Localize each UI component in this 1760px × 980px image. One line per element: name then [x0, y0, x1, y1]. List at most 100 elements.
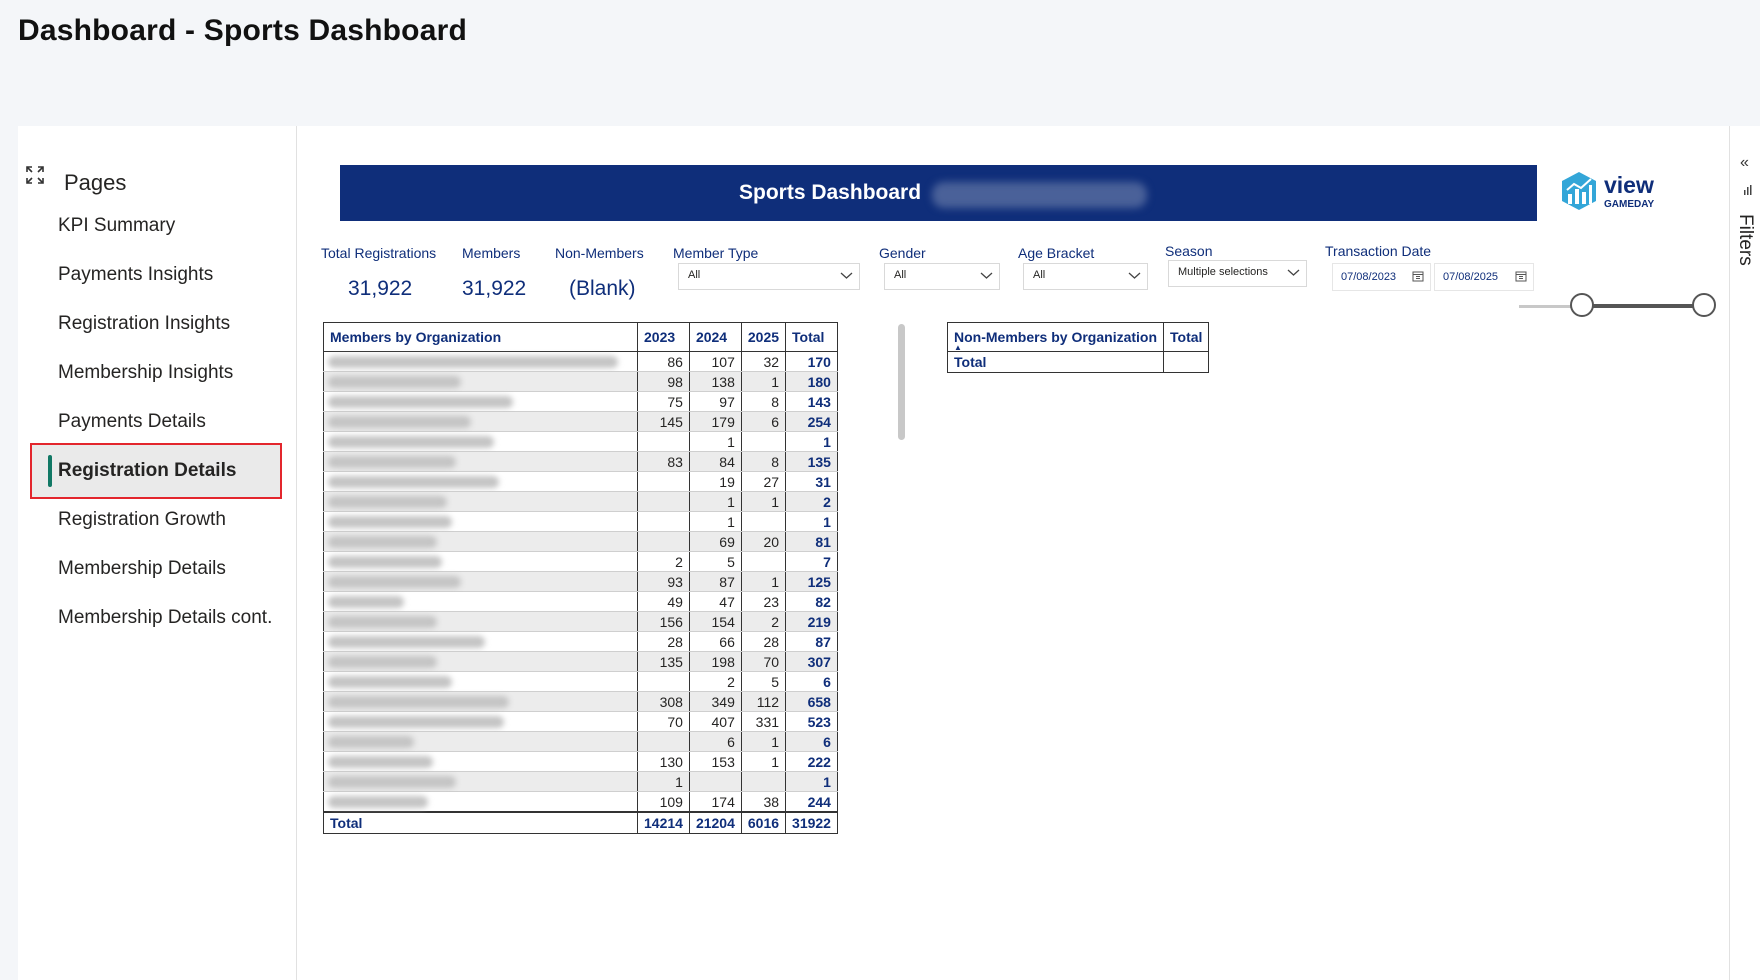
- table-row[interactable]: 130 153 1 222: [323, 751, 838, 772]
- redacted-organization-name: [328, 456, 457, 468]
- column-header-2024[interactable]: 2024: [688, 322, 742, 352]
- kpi-total-registrations-value: 31,922: [348, 277, 413, 300]
- cell-2025: 1: [740, 371, 787, 392]
- table-row[interactable]: 83 84 8 135: [323, 451, 838, 472]
- cell-total: 31: [785, 471, 838, 492]
- table-row[interactable]: 109 174 38 244: [323, 791, 838, 813]
- table-row[interactable]: 135 198 70 307: [323, 651, 838, 672]
- member-type-dropdown[interactable]: All: [678, 263, 860, 290]
- cell-2023: [637, 731, 690, 752]
- sidebar-item-payments-insights[interactable]: Payments Insights: [58, 264, 214, 285]
- table-row[interactable]: 19 27 31: [323, 471, 838, 492]
- cell-2024: 174: [688, 791, 742, 813]
- sidebar-item-payments-details[interactable]: Payments Details: [58, 411, 206, 432]
- column-header-2025[interactable]: 2025: [740, 322, 787, 352]
- cell-2024: 19: [688, 471, 742, 492]
- expand-icon[interactable]: [24, 164, 46, 186]
- cell-2024: [688, 771, 742, 792]
- column-header-non-members-total[interactable]: Total: [1163, 322, 1210, 352]
- table-row[interactable]: 28 66 28 87: [323, 631, 838, 652]
- redacted-organization-name: [328, 476, 499, 488]
- table-row[interactable]: 49 47 23 82: [323, 591, 838, 612]
- table-row[interactable]: 70 407 331 523: [323, 711, 838, 732]
- table-row[interactable]: 156 154 2 219: [323, 611, 838, 632]
- redacted-organization-name: [328, 356, 618, 368]
- cell-2023: 98: [637, 371, 690, 392]
- sidebar-item-registration-insights[interactable]: Registration Insights: [58, 313, 231, 334]
- table-row[interactable]: 98 138 1 180: [323, 371, 838, 392]
- cell-total: 222: [785, 751, 838, 772]
- sidebar-item-membership-details[interactable]: Membership Details: [58, 558, 226, 579]
- table-row[interactable]: 308 349 112 658: [323, 691, 838, 712]
- cell-2025: 27: [740, 471, 787, 492]
- cell-2025: 112: [740, 691, 787, 712]
- column-header-2023[interactable]: 2023: [637, 322, 690, 352]
- cell-2025: 1: [740, 731, 787, 752]
- column-header-total[interactable]: Total: [785, 322, 838, 352]
- organization-cell: [323, 431, 638, 452]
- collapse-icon[interactable]: «: [1740, 154, 1749, 171]
- column-header-organization[interactable]: Members by Organization: [323, 322, 638, 352]
- calendar-icon[interactable]: [1515, 270, 1527, 282]
- cell-total: 244: [785, 791, 838, 813]
- organization-cell: [323, 611, 638, 632]
- table-row[interactable]: 69 20 81: [323, 531, 838, 552]
- cell-2024: 138: [688, 371, 742, 392]
- kpi-members-label: Members: [462, 245, 521, 261]
- non-members-total-row: Total: [946, 351, 1210, 373]
- cell-2024: 107: [688, 351, 742, 372]
- cell-total: 87: [785, 631, 838, 652]
- column-header-non-members-organization[interactable]: Non-Members by Organization ▲: [946, 322, 1165, 352]
- cell-2023: [637, 511, 690, 532]
- cell-total: 143: [785, 391, 838, 412]
- sidebar-item-registration-details[interactable]: Registration Details: [30, 443, 282, 499]
- end-date-input[interactable]: 07/08/2025: [1434, 263, 1534, 291]
- table-scrollbar[interactable]: [898, 324, 905, 440]
- sidebar-item-membership-details-cont[interactable]: Membership Details cont.: [58, 607, 273, 628]
- sidebar-item-membership-insights[interactable]: Membership Insights: [58, 362, 234, 383]
- organization-cell: [323, 771, 638, 792]
- organization-cell: [323, 631, 638, 652]
- cell-total: 7: [785, 551, 838, 572]
- table-row[interactable]: 93 87 1 125: [323, 571, 838, 592]
- cell-2023: 1: [637, 771, 690, 792]
- age-bracket-dropdown[interactable]: All: [1023, 263, 1148, 290]
- table-row[interactable]: 145 179 6 254: [323, 411, 838, 432]
- gender-dropdown[interactable]: All: [884, 263, 1000, 290]
- date-slider-start-handle[interactable]: [1570, 293, 1594, 317]
- cell-2023: [637, 491, 690, 512]
- season-dropdown[interactable]: Multiple selections: [1168, 260, 1307, 287]
- cell-2025: [740, 431, 787, 452]
- calendar-icon[interactable]: [1412, 270, 1424, 282]
- redacted-organization-name: [328, 616, 438, 628]
- members-table-body: 86 107 32 170 98 138 1 180 75 97 8 143 145 179 6 254 1 1 8…: [323, 351, 838, 813]
- logo-text: view: [1604, 172, 1654, 198]
- table-row[interactable]: 86 107 32 170: [323, 351, 838, 372]
- cell-2024: 1: [688, 511, 742, 532]
- cell-2024: 1: [688, 431, 742, 452]
- date-slider-end-handle[interactable]: [1692, 293, 1716, 317]
- filters-pane[interactable]: « Filters: [1729, 126, 1760, 980]
- sidebar-item-registration-growth[interactable]: Registration Growth: [58, 509, 226, 530]
- report-card: Pages KPI Summary Payments Insights Regi…: [18, 126, 1760, 980]
- cell-2024: 153: [688, 751, 742, 772]
- total-2023: 14214: [637, 811, 690, 834]
- sidebar-item-kpi-summary[interactable]: KPI Summary: [58, 215, 176, 236]
- filters-label[interactable]: Filters: [1735, 214, 1756, 266]
- start-date-input[interactable]: 07/08/2023: [1332, 263, 1431, 291]
- sort-ascending-icon: ▲: [954, 343, 962, 352]
- cell-2023: 156: [637, 611, 690, 632]
- cell-2025: 70: [740, 651, 787, 672]
- chevron-down-icon: [1287, 269, 1300, 276]
- cell-2025: 8: [740, 451, 787, 472]
- cell-2024: 87: [688, 571, 742, 592]
- chevron-down-icon: [1128, 272, 1141, 279]
- table-row[interactable]: 75 97 8 143: [323, 391, 838, 412]
